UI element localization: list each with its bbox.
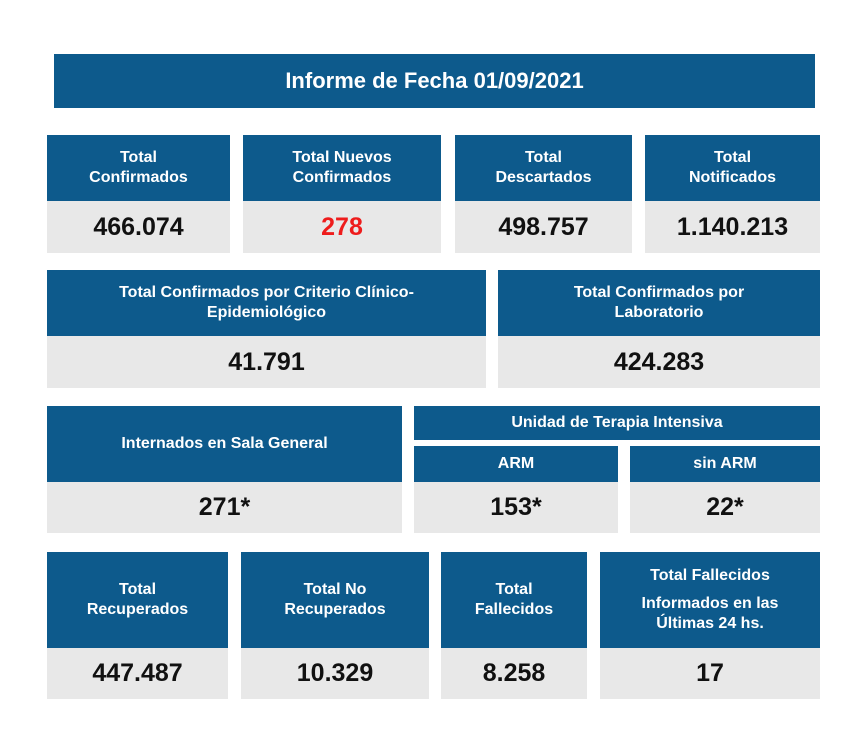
card-label: Laboratorio (614, 304, 704, 321)
card-sala-general: Internados en Sala General 271* (47, 406, 402, 533)
card-label: Notificados (688, 169, 777, 186)
card-label: Total (713, 149, 752, 166)
card-value: 278 (243, 201, 441, 253)
card-confirmados-laboratorio: Total Confirmados por Laboratorio 424.28… (498, 270, 820, 388)
card-value: 447.487 (47, 648, 228, 699)
card-label: Recuperados (86, 601, 189, 618)
card-value: 41.791 (47, 336, 486, 388)
card-uti-arm: ARM 153* (414, 446, 618, 533)
card-value: 17 (600, 648, 820, 699)
card-total-confirmados: Total Confirmados 466.074 (47, 135, 230, 253)
card-value: 22* (630, 482, 820, 533)
card-fallecidos-24hs: Total Fallecidos Informados en las Últim… (600, 552, 820, 699)
card-value: 10.329 (241, 648, 429, 699)
card-value: 1.140.213 (645, 201, 820, 253)
card-label: sin ARM (630, 446, 820, 482)
card-label: Total (495, 581, 533, 598)
card-label: Informados en las (641, 595, 779, 612)
card-value: 8.258 (441, 648, 587, 699)
card-label: Total No (303, 581, 367, 598)
card-label: Epidemiológico (206, 304, 327, 321)
card-label: Total Fallecidos (650, 567, 770, 584)
card-total-no-recuperados: Total No Recuperados 10.329 (241, 552, 429, 699)
card-label: Descartados (495, 169, 592, 186)
card-label: Total (524, 149, 562, 166)
card-label: Internados en Sala General (47, 406, 402, 482)
card-value: 271* (47, 482, 402, 533)
card-label: Confirmados (89, 169, 188, 186)
report-title: Informe de Fecha 01/09/2021 (54, 54, 815, 108)
card-label: Últimas 24 hs. (656, 615, 764, 632)
card-value: 466.074 (47, 201, 230, 253)
card-total-notificados: Total Notificados 1.140.213 (645, 135, 820, 253)
uti-header: Unidad de Terapia Intensiva (414, 406, 820, 440)
card-total-nuevos-confirmados: Total Nuevos Confirmados 278 (243, 135, 441, 253)
card-total-descartados: Total Descartados 498.757 (455, 135, 632, 253)
card-label: Total Confirmados por Criterio Clínico- (119, 284, 414, 301)
card-label: ARM (414, 446, 618, 482)
card-label: Confirmados (292, 169, 392, 186)
card-label: Recuperados (284, 601, 386, 618)
card-label: Total Confirmados por (573, 284, 745, 301)
card-value: 153* (414, 482, 618, 533)
card-confirmados-clinico: Total Confirmados por Criterio Clínico- … (47, 270, 486, 388)
card-uti-sin-arm: sin ARM 22* (630, 446, 820, 533)
card-label: Total (118, 581, 157, 598)
card-total-recuperados: Total Recuperados 447.487 (47, 552, 228, 699)
card-total-fallecidos: Total Fallecidos 8.258 (441, 552, 587, 699)
uti-label: Unidad de Terapia Intensiva (414, 406, 820, 440)
card-value: 424.283 (498, 336, 820, 388)
card-label: Total Nuevos (292, 149, 392, 166)
card-label: Fallecidos (474, 601, 554, 618)
card-value: 498.757 (455, 201, 632, 253)
card-label: Total (119, 149, 157, 166)
